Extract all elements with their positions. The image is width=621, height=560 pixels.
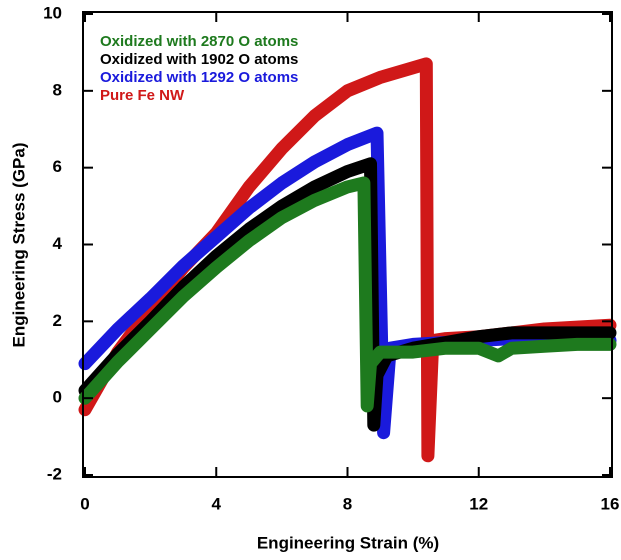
x-tick-label: 8	[343, 494, 352, 513]
y-tick-label: 0	[53, 388, 62, 407]
x-tick-label: 4	[212, 494, 222, 513]
data-line	[78, 176, 617, 413]
legend-entry: Oxidized with 1902 O atoms	[100, 51, 298, 68]
y-tick-label: 2	[53, 311, 62, 330]
y-tick-label: 6	[53, 157, 62, 176]
x-tick-label: 16	[601, 494, 620, 513]
y-tick-label: 4	[53, 234, 63, 253]
legend-entry: Pure Fe NW	[100, 87, 185, 104]
data-line	[78, 57, 617, 463]
y-axis-title: Engineering Stress (GPa)	[9, 143, 28, 348]
x-tick-label: 12	[469, 494, 488, 513]
legend-entry: Oxidized with 1292 O atoms	[100, 69, 298, 86]
x-tick-label: 0	[80, 494, 89, 513]
y-tick-label: 10	[43, 3, 62, 22]
x-axis-title: Engineering Strain (%)	[257, 533, 439, 552]
data-line	[78, 157, 617, 432]
y-tick-label: 8	[53, 80, 62, 99]
legend-entry: Oxidized with 2870 O atoms	[100, 33, 298, 50]
y-tick-label: -2	[47, 464, 62, 483]
